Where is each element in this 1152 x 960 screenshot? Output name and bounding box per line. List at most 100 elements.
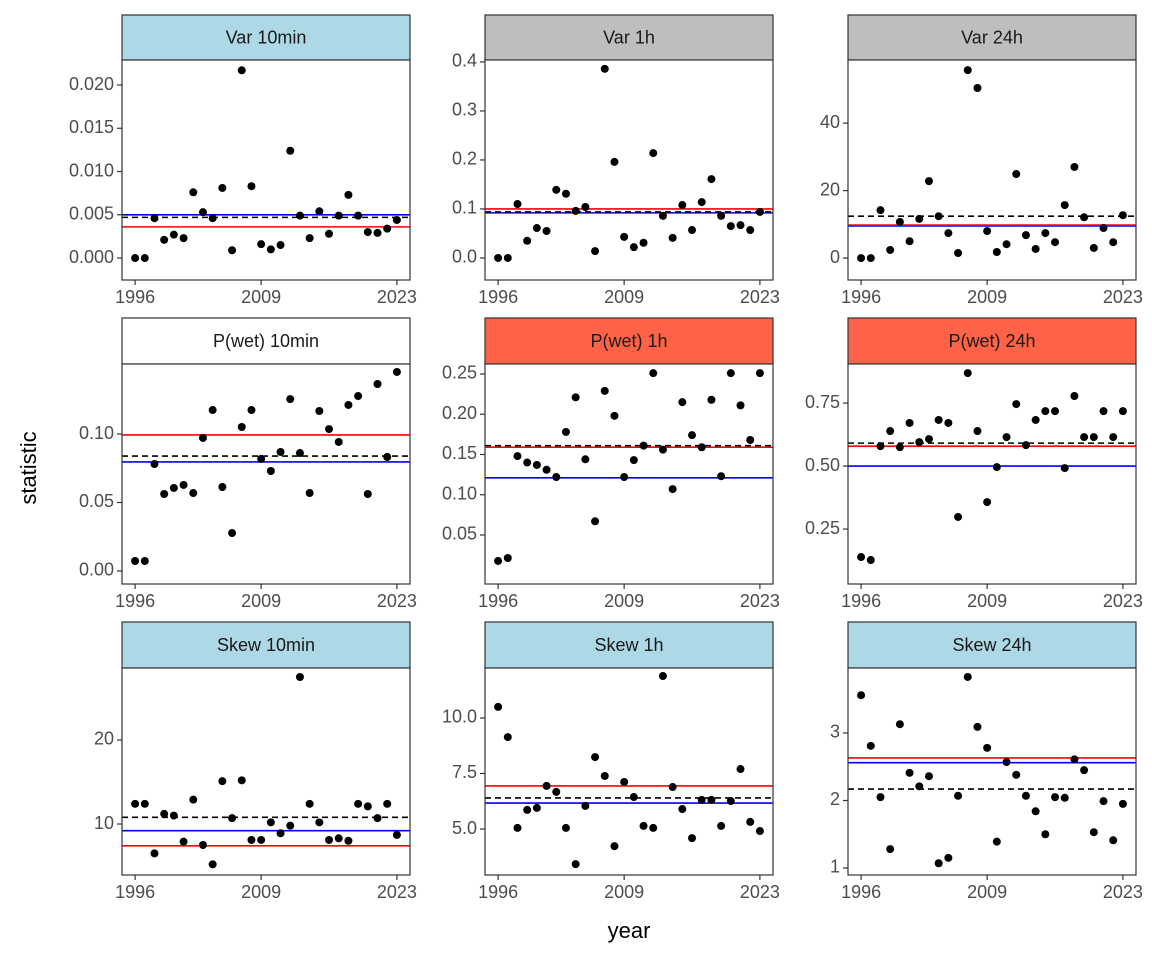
point [276,829,285,838]
point [160,235,169,244]
point [1002,240,1011,249]
strip [484,14,774,61]
point [354,392,363,401]
point [736,765,745,774]
point [755,827,764,836]
point [373,228,382,237]
point [140,556,149,565]
point [354,211,363,220]
point [363,802,372,811]
point [649,149,658,158]
x-tick-label: 2023 [377,591,417,611]
point [571,393,580,402]
point [857,691,866,700]
point [552,787,561,796]
panel [848,364,1136,584]
x-tick-label: 2023 [740,591,780,611]
point [629,456,638,465]
point [944,229,953,238]
y-tick-label: 0 [830,247,840,267]
point [276,241,285,250]
point [140,799,149,808]
y-tick-label: 0.20 [442,403,477,423]
point [963,672,972,681]
point [876,442,885,451]
point [247,835,256,844]
point [639,821,648,830]
point [639,238,648,247]
point [924,772,933,781]
point [169,811,178,820]
y-tick-label: 10 [94,813,114,833]
point [983,227,992,236]
x-tick-label: 2023 [740,882,780,902]
point [237,423,246,432]
point [334,211,343,220]
point [905,418,914,427]
point [697,443,706,452]
point [746,226,755,235]
y-tick-label: 0.10 [79,423,114,443]
point [532,224,541,233]
panel-border [847,667,1137,876]
point [257,240,266,249]
point [591,517,600,526]
x-tick-label: 2009 [604,882,644,902]
point [150,460,159,468]
y-tick-label: 0.25 [442,363,477,383]
point [363,228,372,237]
y-tick-label: 2 [830,789,840,809]
point [924,435,933,444]
point [571,860,580,869]
point [1060,201,1069,210]
point [934,212,943,221]
point [228,814,237,823]
point [1051,407,1060,416]
point [581,801,590,810]
x-tick-label: 1996 [841,882,881,902]
panel [122,364,410,584]
point [1099,407,1108,416]
panel [485,60,773,280]
point [678,805,687,814]
point [237,66,246,75]
point [1118,211,1127,220]
point [383,224,392,233]
point [228,246,237,255]
point [286,395,295,404]
point [532,803,541,812]
point [629,243,638,252]
y-tick-label: 0.020 [69,74,114,94]
point [1089,433,1098,442]
y-tick-label: 0.05 [79,491,114,511]
point [726,797,735,806]
point [755,369,764,378]
point [295,672,304,681]
point [208,214,217,223]
panel-border [847,363,1137,585]
panel [122,668,410,875]
x-tick-label: 2023 [740,287,780,307]
point [571,206,580,215]
panel-border [121,363,411,585]
point [1031,415,1040,424]
point [610,842,619,851]
point [1089,243,1098,252]
point [934,859,943,868]
strip-title: P(wet) 10min [213,331,319,351]
point [363,490,372,498]
point [746,435,755,444]
y-tick-label: 20 [820,179,840,199]
panel [485,364,773,584]
point [1021,791,1030,800]
point [857,553,866,562]
strip-title: Skew 24h [952,635,1031,655]
point [542,465,551,474]
point [503,253,512,262]
y-tick-label: 0.50 [805,455,840,475]
point [591,753,600,762]
point [895,720,904,729]
point [503,733,512,742]
strip-title: Var 10min [226,27,307,47]
